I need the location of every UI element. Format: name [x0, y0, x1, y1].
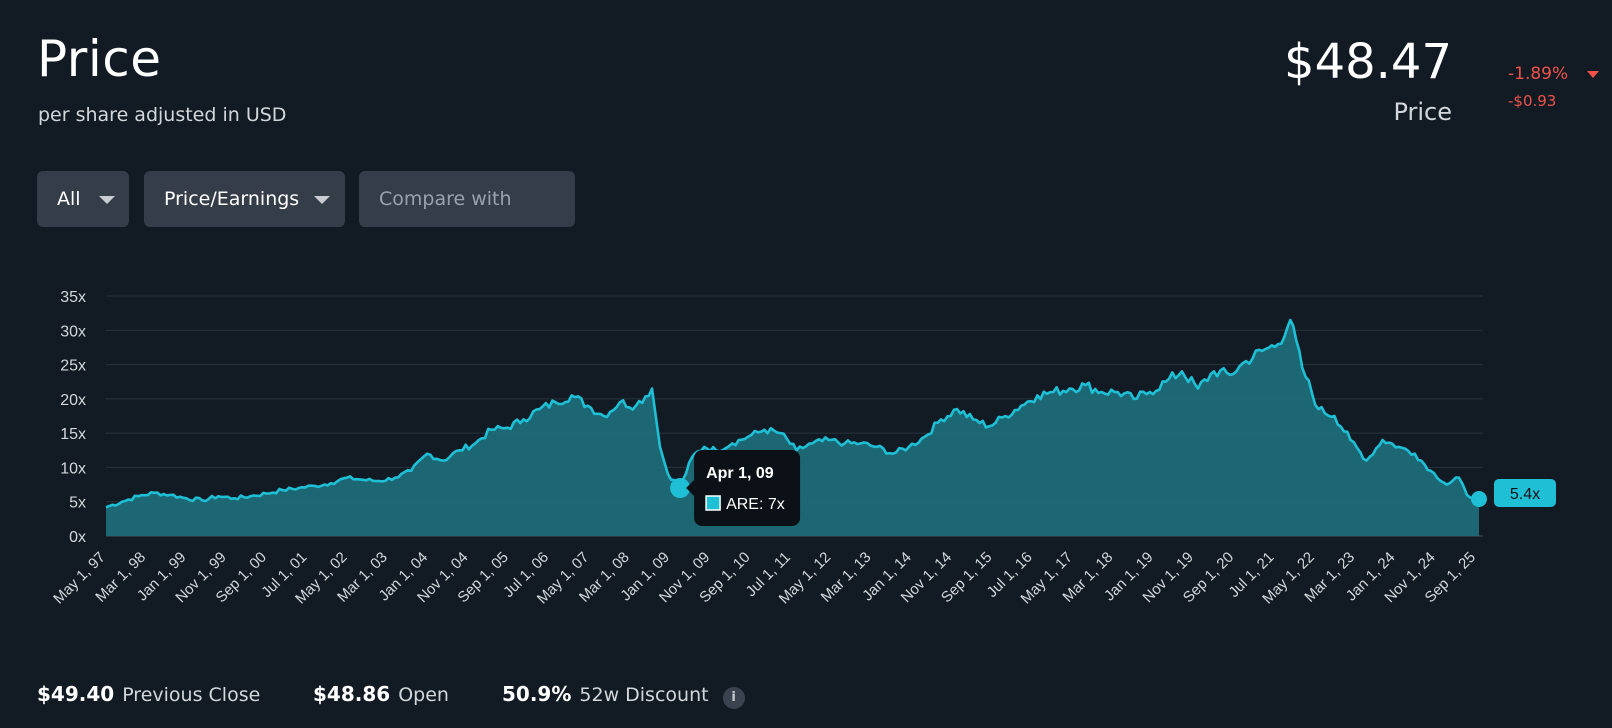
open-label: Open [398, 684, 449, 706]
current-price-label: Price [1393, 98, 1452, 126]
y-tick-label: 15x [60, 426, 86, 443]
chevron-down-icon [314, 196, 330, 204]
previous-close-label: Previous Close [122, 684, 261, 706]
last-value-label: 5.4x [1510, 486, 1540, 503]
stat-previous-close: $49.40 Previous Close [37, 682, 260, 706]
y-tick-label: 35x [60, 289, 86, 306]
y-tick-label: 10x [60, 460, 86, 477]
stat-open: $48.86 Open [313, 682, 449, 706]
page-subtitle: per share adjusted in USD [38, 104, 287, 126]
last-value-badge [1493, 478, 1556, 507]
discount-label: 52w Discount [579, 684, 709, 706]
y-tick-label: 5x [69, 495, 86, 512]
open-value: $48.86 [313, 682, 391, 706]
previous-close-value: $49.40 [37, 682, 115, 706]
hover-point [670, 478, 691, 498]
range-select[interactable]: All [37, 171, 129, 227]
chevron-down-icon [99, 196, 115, 204]
last-point [1470, 490, 1487, 507]
tooltip-box [694, 450, 801, 526]
page-title: Price [37, 30, 162, 88]
price-change-percent: -1.89% [1508, 64, 1569, 84]
y-tick-label: 25x [60, 358, 86, 375]
discount-value: 50.9% [502, 682, 572, 706]
metric-select[interactable]: Price/Earnings [144, 171, 345, 227]
range-select-value: All [57, 188, 81, 210]
y-tick-label: 30x [60, 323, 86, 340]
compare-input[interactable]: Compare with [359, 171, 575, 227]
tooltip-date: Apr 1, 09 [706, 465, 774, 482]
y-tick-label: 20x [60, 392, 86, 409]
price-change-absolute: -$0.93 [1508, 92, 1557, 110]
tooltip-swatch [705, 495, 721, 511]
stat-52w-discount: 50.9% 52w Discount i [502, 682, 745, 709]
info-icon[interactable]: i [722, 687, 745, 709]
caret-down-icon [1587, 71, 1599, 78]
y-tick-label: 0x [69, 529, 86, 546]
current-price: $48.47 [1284, 34, 1452, 90]
series-area [106, 320, 1479, 536]
metric-select-value: Price/Earnings [164, 188, 300, 210]
compare-input-placeholder: Compare with [379, 188, 512, 210]
tooltip-pointer [686, 480, 695, 496]
series-line [105, 318, 1480, 509]
tooltip-series-value: ARE: 7x [726, 496, 785, 513]
